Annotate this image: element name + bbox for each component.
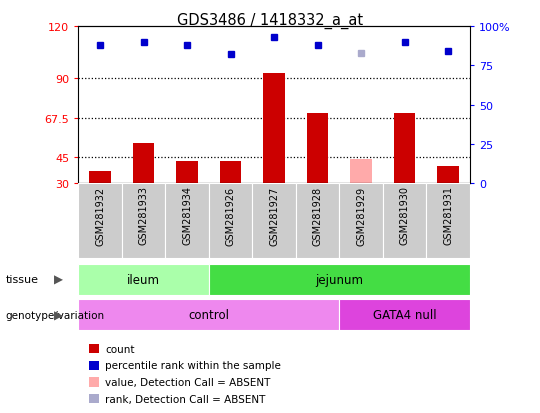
Bar — [209, 264, 470, 295]
Text: GSM281928: GSM281928 — [313, 186, 322, 245]
Text: GDS3486 / 1418332_a_at: GDS3486 / 1418332_a_at — [177, 12, 363, 28]
Bar — [133, 144, 154, 184]
Bar — [78, 299, 339, 330]
Bar — [165, 184, 209, 258]
Bar — [339, 184, 383, 258]
Bar — [339, 299, 470, 330]
Text: genotype/variation: genotype/variation — [5, 310, 105, 320]
Bar — [209, 184, 252, 258]
Bar — [89, 171, 111, 184]
Text: GSM281927: GSM281927 — [269, 186, 279, 245]
Text: count: count — [105, 344, 135, 354]
Text: GSM281933: GSM281933 — [139, 186, 148, 245]
Bar — [437, 166, 459, 184]
Text: GSM281931: GSM281931 — [443, 186, 453, 245]
Text: ▶: ▶ — [54, 273, 63, 286]
Text: rank, Detection Call = ABSENT: rank, Detection Call = ABSENT — [105, 394, 266, 404]
Text: GSM281934: GSM281934 — [182, 186, 192, 245]
Text: percentile rank within the sample: percentile rank within the sample — [105, 361, 281, 370]
Text: GATA4 null: GATA4 null — [373, 309, 436, 321]
Text: GSM281930: GSM281930 — [400, 186, 409, 245]
Text: control: control — [188, 309, 230, 321]
Bar — [78, 264, 209, 295]
Text: GSM281929: GSM281929 — [356, 186, 366, 245]
Bar — [176, 161, 198, 184]
Bar — [220, 161, 241, 184]
Text: GSM281926: GSM281926 — [226, 186, 235, 245]
Bar — [78, 184, 122, 258]
Text: tissue: tissue — [5, 275, 38, 285]
Text: ▶: ▶ — [54, 309, 63, 321]
Bar — [383, 184, 426, 258]
Bar — [394, 114, 415, 184]
Bar — [296, 184, 339, 258]
Bar — [307, 114, 328, 184]
Text: value, Detection Call = ABSENT: value, Detection Call = ABSENT — [105, 377, 271, 387]
Bar — [252, 184, 296, 258]
Bar — [122, 184, 165, 258]
Text: ileum: ileum — [127, 273, 160, 286]
Bar — [426, 184, 470, 258]
Bar — [350, 159, 372, 184]
Text: GSM281932: GSM281932 — [95, 186, 105, 245]
Text: jejunum: jejunum — [315, 273, 363, 286]
Bar — [263, 74, 285, 184]
